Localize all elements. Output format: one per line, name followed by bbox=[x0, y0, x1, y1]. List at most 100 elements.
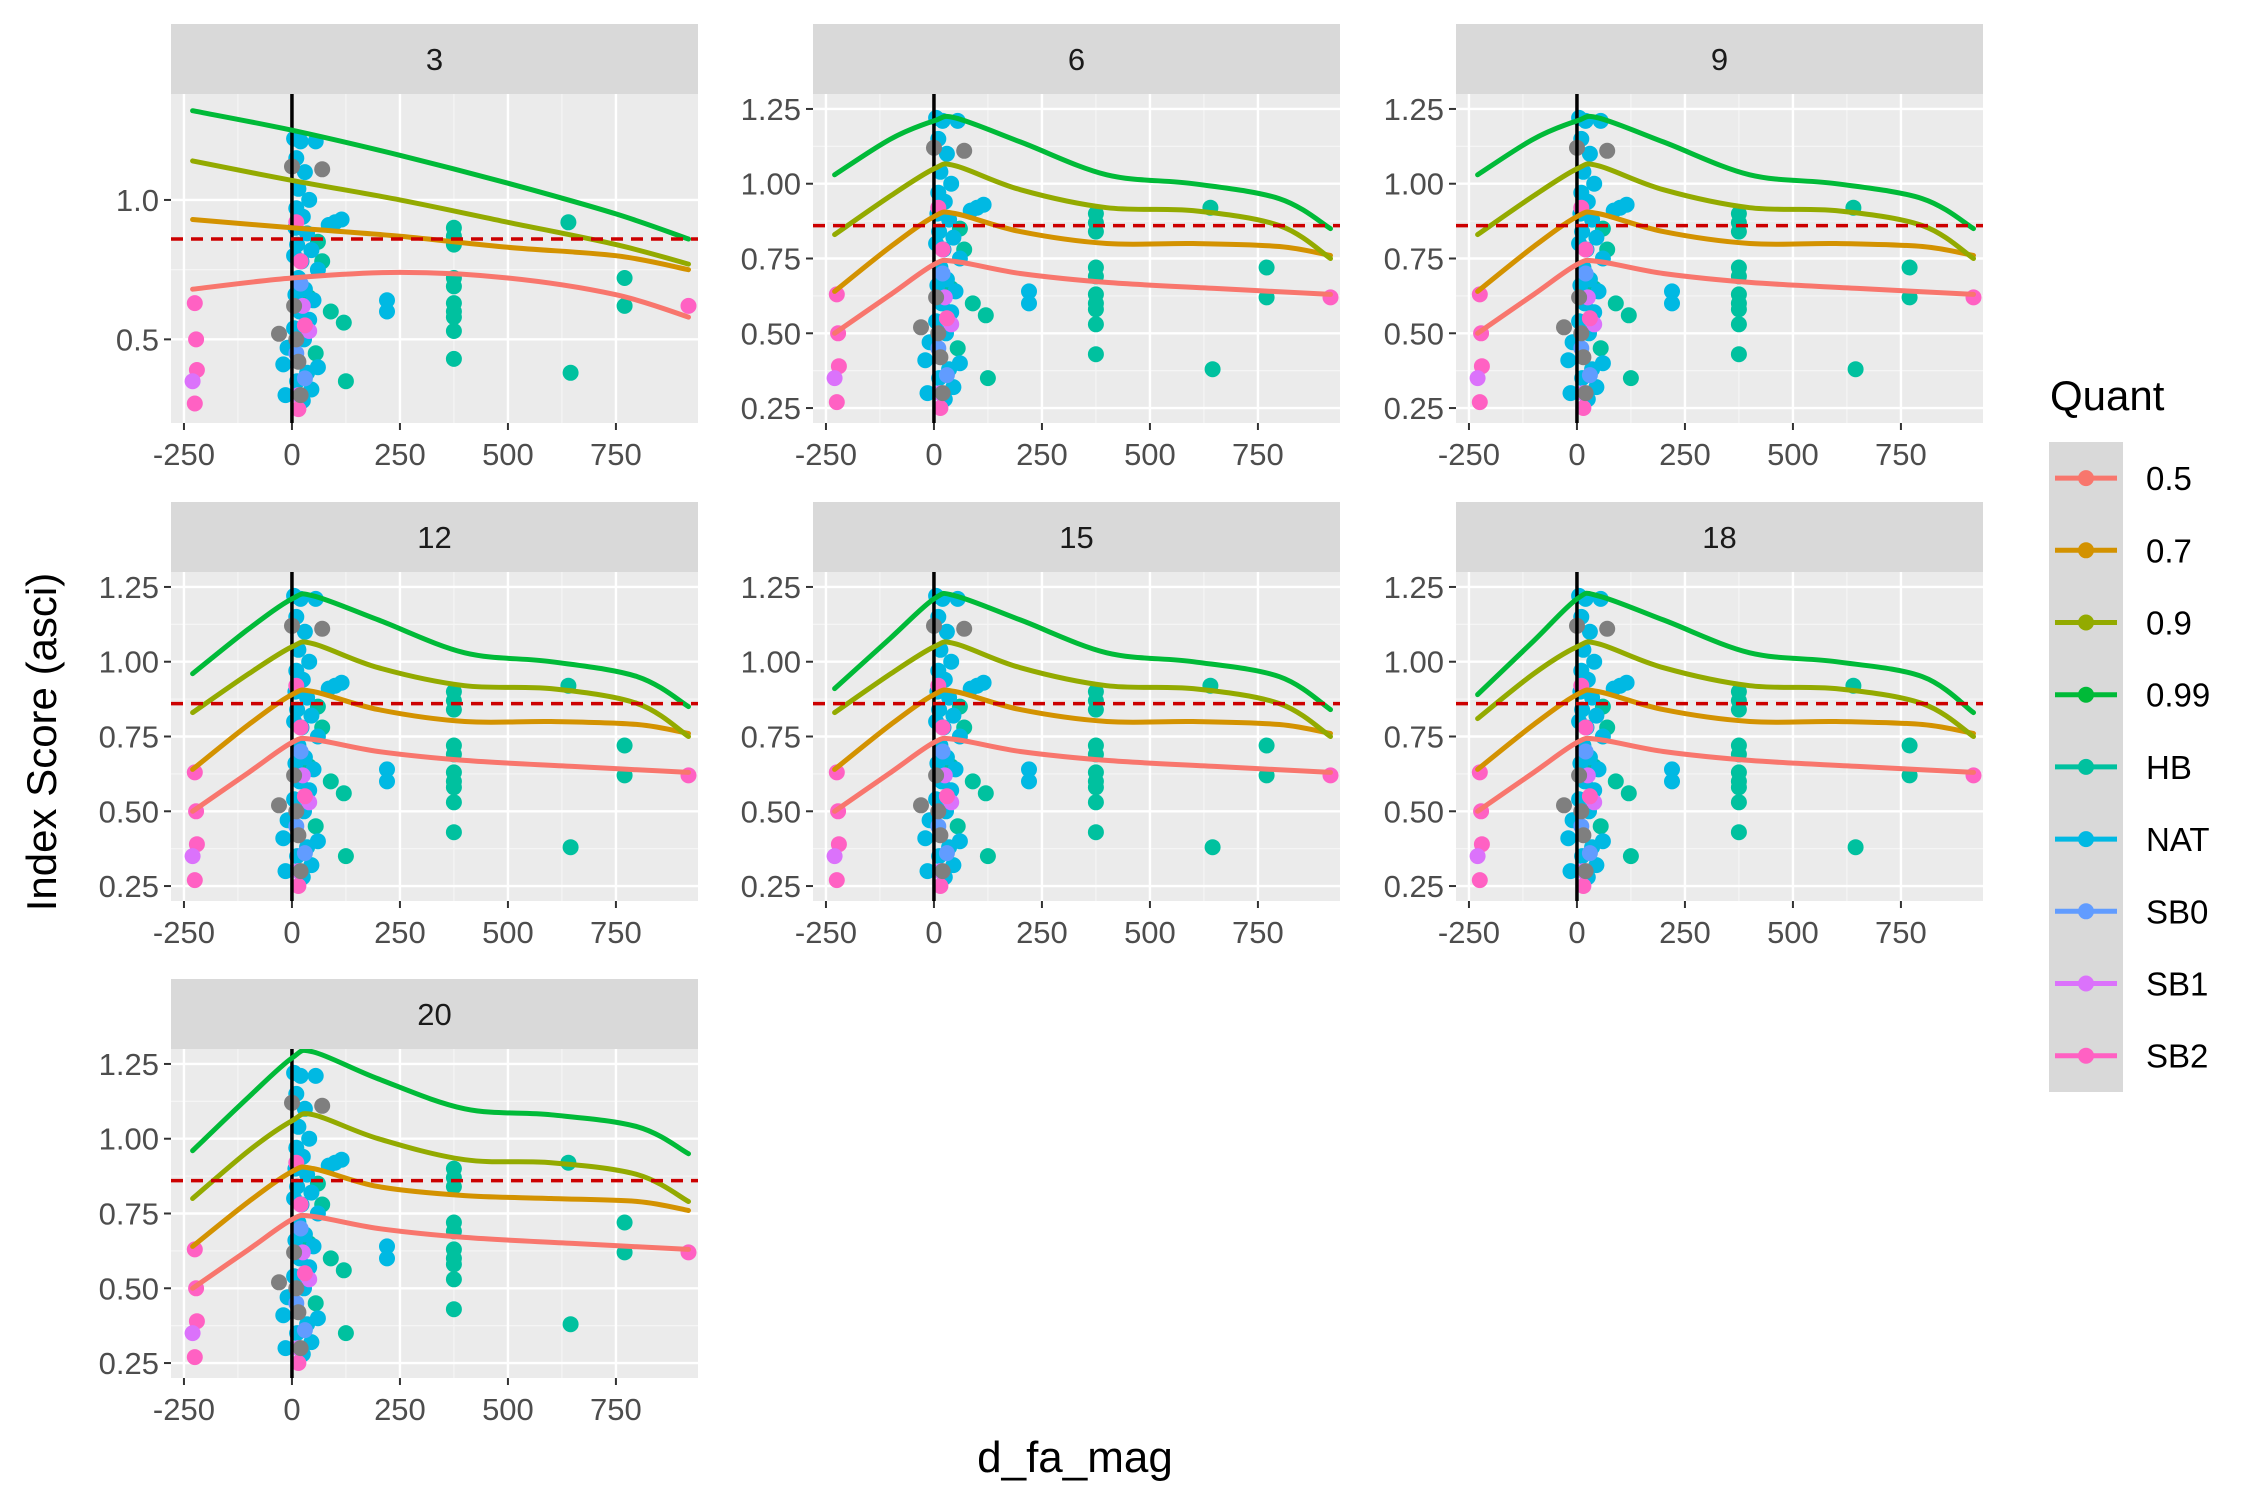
y-tick-label: 0.75 bbox=[741, 720, 801, 755]
data-point-hb bbox=[445, 1256, 462, 1273]
quantile-curve-0.7 bbox=[1475, 687, 1976, 772]
x-tick-label: 500 bbox=[1767, 437, 1819, 472]
plot-content bbox=[1456, 94, 1983, 423]
data-point-sb2 bbox=[1471, 872, 1488, 889]
data-point-sb2 bbox=[932, 878, 949, 894]
data-point-sb2 bbox=[290, 401, 307, 418]
data-point-hb bbox=[1087, 316, 1104, 333]
data-point-hb bbox=[322, 303, 339, 320]
data-point-nat bbox=[1586, 653, 1603, 670]
data-point-nat bbox=[277, 1340, 294, 1357]
x-tick-label: 500 bbox=[1124, 915, 1176, 950]
quantile-curve-0.5 bbox=[832, 257, 1333, 336]
data-point-unclassified bbox=[932, 349, 949, 366]
data-point-hb bbox=[1620, 785, 1637, 802]
facet-strip bbox=[1456, 24, 1983, 94]
data-point-hb bbox=[445, 794, 462, 811]
data-point-unclassified bbox=[271, 325, 287, 342]
quantile-curve-0.5 bbox=[1475, 735, 1976, 814]
quantile-curve-0.7 bbox=[1475, 209, 1976, 294]
legend-dot bbox=[2078, 542, 2094, 559]
x-tick-label: 250 bbox=[1659, 915, 1711, 950]
data-point-sb1 bbox=[184, 848, 201, 865]
legend-entry-0.7: 0.7 bbox=[2055, 532, 2192, 569]
data-point-sb0 bbox=[938, 845, 955, 862]
data-point-hb bbox=[977, 307, 994, 324]
data-point-sb2 bbox=[290, 878, 307, 894]
x-tick-label: 0 bbox=[283, 437, 300, 472]
data-point-sb2 bbox=[296, 1265, 313, 1282]
quantile-curve-0.9 bbox=[1475, 639, 1976, 739]
y-tick-label: 0.50 bbox=[1384, 316, 1444, 351]
data-point-sb2 bbox=[292, 1196, 309, 1213]
legend-label: 0.99 bbox=[2146, 677, 2210, 714]
quantile-curve-0.7 bbox=[832, 209, 1333, 294]
x-tick-label: 0 bbox=[1568, 437, 1585, 472]
data-point-nat bbox=[275, 356, 292, 373]
data-point-hb bbox=[1730, 301, 1747, 318]
y-tick-label: 0.25 bbox=[99, 869, 159, 904]
data-point-nat bbox=[301, 653, 318, 670]
quantile-curve-0.5 bbox=[190, 1212, 691, 1291]
x-tick-label: 500 bbox=[482, 915, 534, 950]
quantile-curve-0.99 bbox=[832, 590, 1333, 713]
data-point-sb1 bbox=[1469, 848, 1486, 865]
quantile-curve-0.99 bbox=[190, 108, 691, 242]
data-point-hb bbox=[1730, 794, 1747, 811]
data-point-unclassified bbox=[956, 620, 973, 637]
y-tick-label: 1.00 bbox=[99, 1122, 159, 1157]
quantile-curve-0.99 bbox=[1475, 113, 1976, 232]
data-point-nat bbox=[301, 191, 318, 208]
x-tick-label: 0 bbox=[925, 437, 942, 472]
data-point-nat bbox=[1586, 175, 1603, 192]
y-tick-label: 1.25 bbox=[1384, 92, 1444, 127]
data-point-sb1 bbox=[184, 1325, 201, 1342]
facet-strip bbox=[813, 502, 1340, 572]
x-tick-label: 750 bbox=[1232, 915, 1284, 950]
data-point-nat bbox=[1581, 145, 1598, 162]
data-point-hb bbox=[445, 1271, 462, 1288]
data-point-hb bbox=[949, 818, 966, 835]
data-point-hb bbox=[445, 701, 462, 718]
y-tick-label: 0.50 bbox=[1384, 794, 1444, 829]
legend-dot bbox=[2078, 903, 2094, 920]
data-point-nat bbox=[919, 863, 936, 880]
legend-entry-SB2: SB2 bbox=[2055, 1038, 2208, 1075]
data-point-nat bbox=[917, 352, 934, 369]
data-point-hb bbox=[445, 350, 462, 367]
data-point-sb0 bbox=[292, 743, 309, 760]
legend-dot bbox=[2078, 614, 2094, 631]
data-point-nat bbox=[1581, 623, 1598, 640]
data-point-sb2 bbox=[186, 395, 203, 412]
data-point-nat bbox=[277, 387, 294, 404]
quantile-curve-0.9 bbox=[190, 158, 691, 267]
data-point-hb bbox=[616, 297, 633, 314]
x-tick-label: 500 bbox=[482, 437, 534, 472]
y-tick-label: 1.25 bbox=[741, 570, 801, 605]
data-point-unclassified bbox=[934, 385, 951, 402]
data-point-hb bbox=[1620, 307, 1637, 324]
x-tick-label: -250 bbox=[153, 437, 215, 472]
data-point-hb bbox=[1730, 316, 1747, 333]
legend-label: HB bbox=[2146, 749, 2192, 786]
legend-dot bbox=[2078, 758, 2094, 775]
data-point-hb bbox=[445, 779, 462, 796]
legend-entry-HB: HB bbox=[2055, 749, 2192, 786]
data-point-unclassified bbox=[286, 767, 303, 784]
facet-strip bbox=[1456, 502, 1983, 572]
legend-label: SB0 bbox=[2146, 893, 2208, 930]
data-point-nat bbox=[296, 623, 313, 640]
data-point-unclassified bbox=[271, 797, 287, 814]
data-point-hb bbox=[445, 824, 462, 841]
x-tick-label: -250 bbox=[153, 1392, 215, 1427]
data-point-hb bbox=[1730, 346, 1747, 363]
data-point-unclassified bbox=[928, 289, 945, 306]
data-point-unclassified bbox=[314, 620, 331, 637]
quantile-curve-0.9 bbox=[190, 639, 691, 739]
data-point-sb0 bbox=[938, 367, 955, 384]
facet-panel-20: 20 0.25 0.50 0.75 1.00 1.25 -250 0 250 500 750 bbox=[99, 979, 698, 1427]
y-tick-label: 0.50 bbox=[99, 794, 159, 829]
legend-label: 0.9 bbox=[2146, 605, 2192, 642]
data-point-sb2 bbox=[934, 719, 951, 736]
data-point-unclassified bbox=[271, 1274, 287, 1291]
